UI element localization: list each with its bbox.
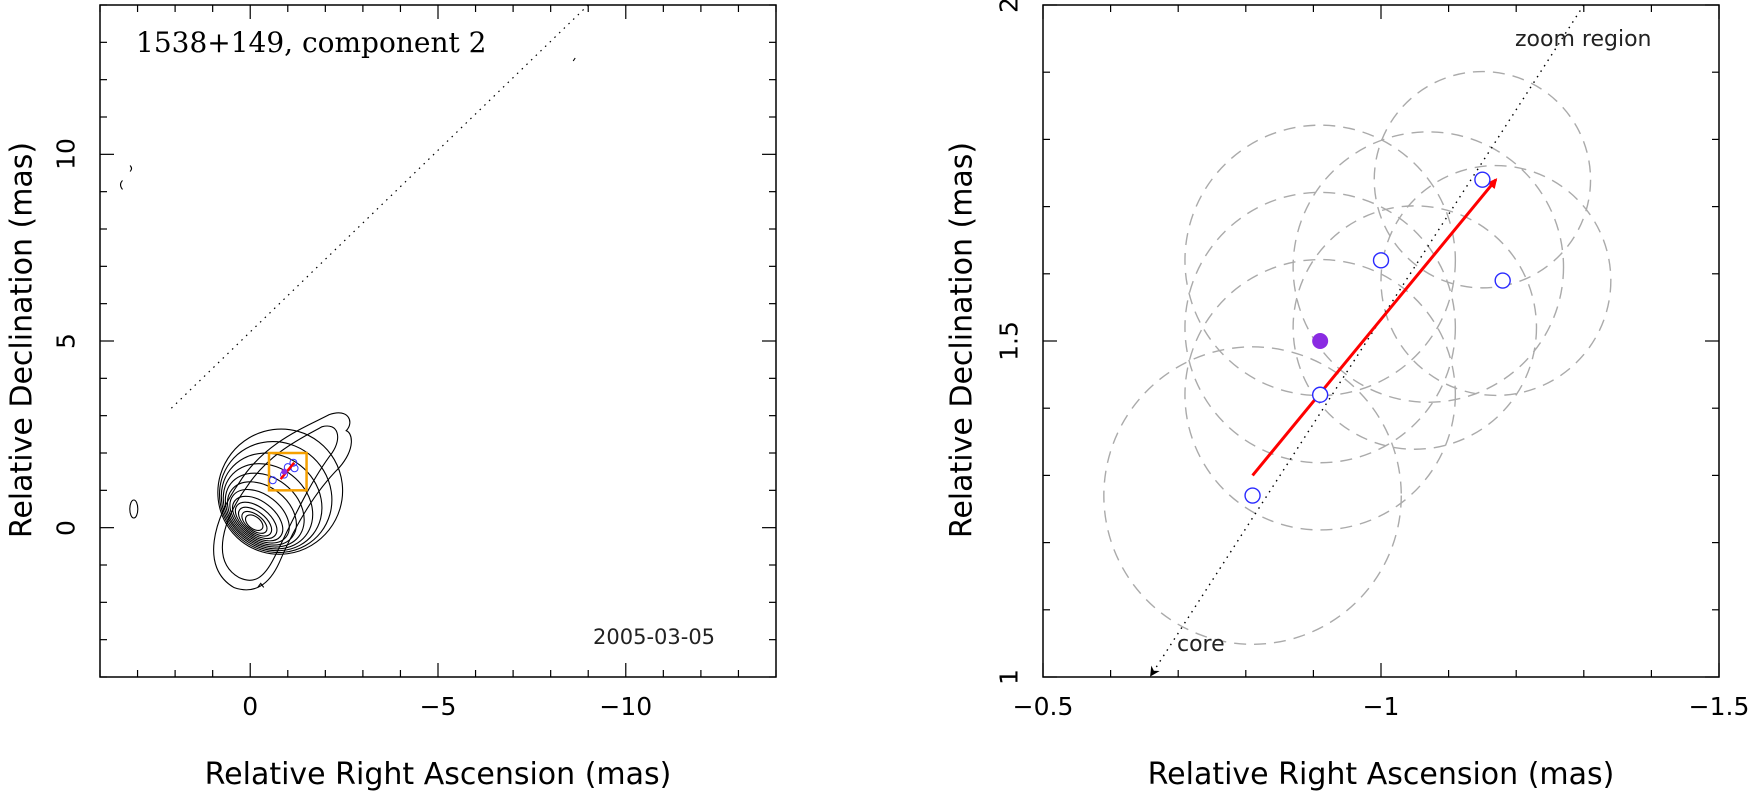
right-x-axis-label: Relative Right Ascension (mas) [1147, 757, 1615, 792]
uncertainty-circles [1103, 70, 1612, 645]
x-tick-label: −10 [599, 692, 653, 721]
mean-position-marker [281, 468, 288, 475]
jet-direction-line [1150, 4, 1585, 677]
contour-line [222, 463, 314, 550]
contour-line [244, 514, 264, 531]
component-position [1372, 252, 1390, 269]
mean-position-marker [1312, 333, 1329, 349]
uncertainty-circle [1380, 164, 1612, 397]
component-position [1244, 487, 1261, 504]
left-plot-frame [99, 4, 777, 678]
x-tick-label: 0 [242, 692, 259, 721]
component-position [1311, 386, 1329, 403]
zoom-region-box [267, 451, 308, 492]
x-tick-label: −0.5 [1012, 692, 1074, 721]
contour-line [234, 501, 278, 540]
contour-line [129, 499, 139, 519]
y-tick-label: 2 [994, 0, 1024, 13]
contour-line [221, 425, 339, 581]
uncertainty-circle [1292, 205, 1538, 450]
left-plot [99, 4, 777, 678]
uncertainty-circle [1103, 346, 1402, 645]
contour-line [232, 495, 284, 542]
y-tick-label: 1 [994, 669, 1024, 685]
left-axis-ticks [99, 4, 777, 678]
contour-line [257, 582, 265, 588]
right-plot [1042, 4, 1720, 678]
uncertainty-circle [1184, 191, 1457, 464]
component-markers [268, 458, 299, 485]
right-plot-frame [1042, 4, 1720, 678]
x-tick-label: −1 [1362, 692, 1400, 721]
contour-line [217, 428, 344, 555]
uncertainty-circle [1373, 70, 1592, 289]
component-position [1474, 171, 1491, 188]
contour-line [572, 57, 576, 62]
contour-line [119, 165, 133, 190]
uncertainty-circle [1184, 258, 1457, 531]
component-position [1494, 272, 1511, 289]
x-tick-label: −1.5 [1688, 692, 1750, 721]
observation-date: 2005-03-05 [593, 625, 716, 649]
core-label: core [1177, 632, 1225, 657]
component-positions [1244, 171, 1511, 504]
uncertainty-circle [1292, 131, 1565, 403]
right-y-axis-label: Relative Declination (mas) [944, 141, 980, 539]
uncertainty-circle [1184, 124, 1457, 397]
contour-line [224, 472, 305, 548]
contour-line [237, 506, 273, 537]
x-tick-label: −5 [419, 692, 457, 721]
motion-vector-arrow [1251, 178, 1498, 477]
contour-line [241, 510, 268, 534]
contour-line [220, 452, 323, 552]
right-axis-ticks [1042, 4, 1720, 678]
zoom-region-label: zoom region [1515, 27, 1652, 52]
component-marker [289, 458, 298, 467]
contour-map [119, 57, 576, 591]
motion-vector-arrow [279, 461, 296, 480]
chart-title: 1538+149, component 2 [136, 26, 487, 59]
contour-line [218, 441, 333, 554]
y-tick-label: 1.5 [994, 321, 1024, 361]
y-tick-label: 10 [51, 138, 81, 171]
jet-direction-line [170, 4, 589, 409]
component-marker [268, 476, 277, 485]
left-y-axis-label: Relative Declination (mas) [4, 141, 40, 539]
contour-line [213, 412, 352, 591]
y-tick-label: 0 [51, 519, 81, 536]
contour-line [227, 481, 297, 546]
left-x-axis-label: Relative Right Ascension (mas) [204, 757, 672, 792]
y-tick-label: 5 [51, 333, 81, 349]
contour-line [229, 488, 290, 544]
